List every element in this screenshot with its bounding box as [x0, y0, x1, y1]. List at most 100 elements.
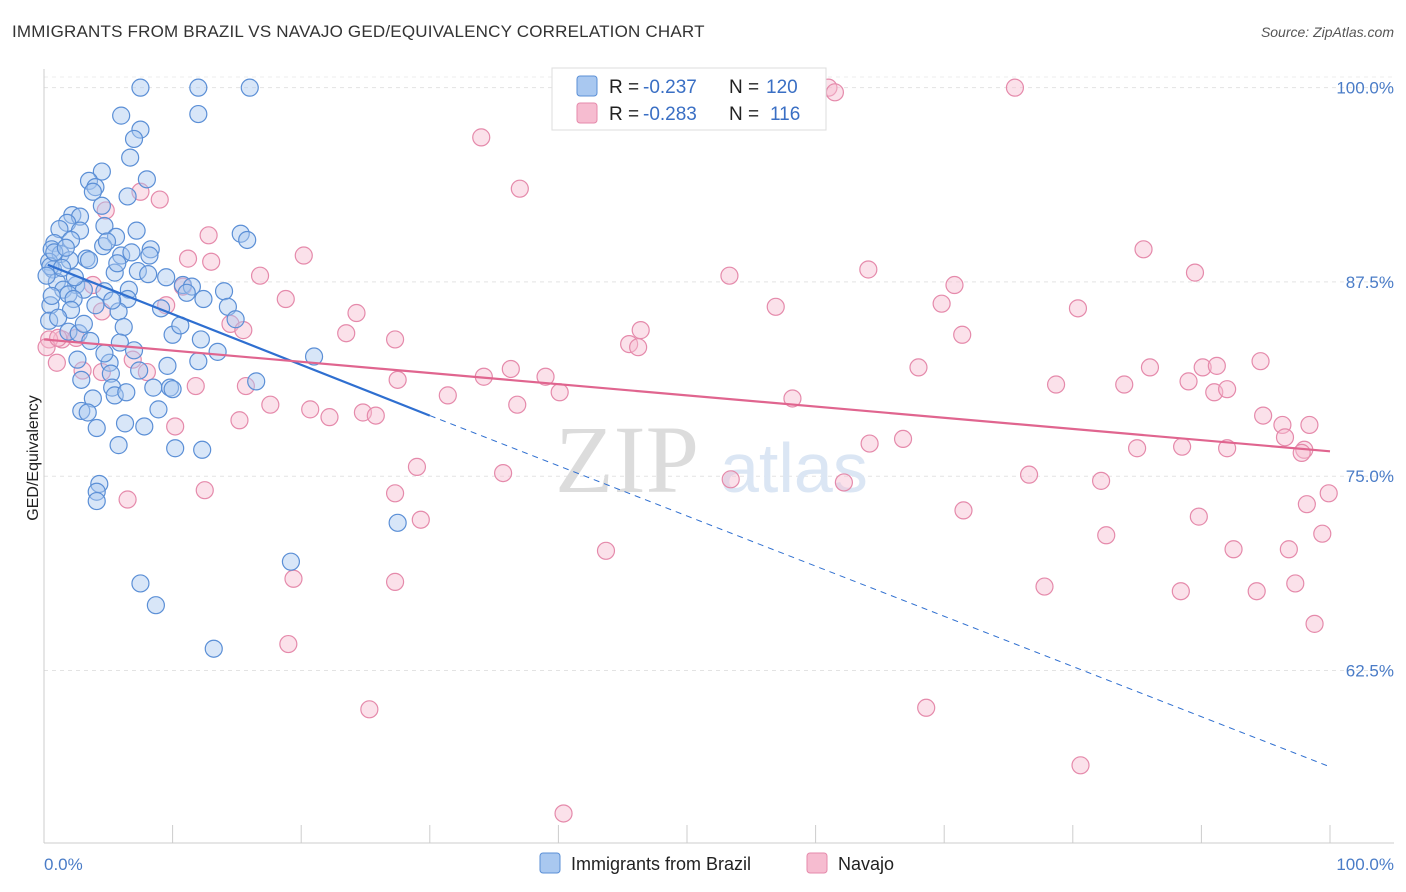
- navajo-point: [1319, 484, 1338, 503]
- navajo-point: [202, 252, 221, 271]
- brazil-point: [238, 230, 257, 250]
- y-tick-label: 87.5%: [1346, 273, 1394, 292]
- navajo-point: [859, 260, 878, 279]
- y-tick-labels: 62.5% 75.0% 87.5% 100.0%: [1336, 79, 1394, 681]
- brazil-point: [135, 417, 154, 436]
- navajo-point: [508, 395, 527, 414]
- navajo-point: [720, 266, 739, 285]
- brazil-point: [140, 246, 159, 265]
- navajo-point: [1019, 465, 1039, 484]
- source-label: Source: ZipAtlas.com: [1260, 24, 1394, 40]
- brazil-point: [114, 317, 133, 337]
- navajo-point: [320, 408, 339, 427]
- brazil-point: [83, 182, 102, 201]
- navajo-point: [909, 358, 928, 377]
- navajo-point: [629, 338, 648, 357]
- navajo-point: [261, 395, 280, 414]
- navajo-point: [834, 473, 853, 492]
- watermark-zip: ZIP: [555, 406, 699, 513]
- navajo-point: [932, 294, 951, 313]
- y-axis-label: GED/Equivalency: [25, 395, 42, 520]
- navajo-point: [893, 429, 913, 449]
- navajo-point: [388, 370, 407, 389]
- navajo-point: [1275, 428, 1295, 447]
- brazil-point: [105, 386, 124, 405]
- legend-r-label-2: R =: [609, 104, 639, 125]
- navajo-point: [1279, 540, 1298, 559]
- brazil-point: [101, 364, 120, 383]
- brazil-point: [128, 261, 147, 281]
- brazil-point: [86, 296, 105, 315]
- navajo-point: [301, 400, 320, 419]
- brazil-point: [83, 389, 102, 408]
- navajo-point: [1224, 540, 1243, 559]
- navajo-point: [118, 490, 137, 509]
- brazil-point: [226, 310, 245, 329]
- brazil-point: [87, 482, 106, 501]
- bottom-legend: Immigrants from Brazil Navajo: [539, 852, 894, 874]
- brazil-point: [119, 280, 138, 299]
- navajo-point: [276, 289, 295, 309]
- brazil-point: [118, 187, 137, 206]
- brazil-point: [281, 552, 301, 571]
- navajo-point: [1254, 406, 1273, 425]
- navajo-point: [510, 179, 529, 198]
- brazil-point: [304, 347, 324, 366]
- brazil-point: [103, 291, 122, 310]
- brazil-point: [92, 196, 111, 215]
- brazil-point: [189, 104, 208, 124]
- brazil-point: [121, 148, 140, 167]
- brazil-point: [127, 221, 146, 240]
- y-tick-label: 75.0%: [1346, 467, 1394, 486]
- navajo-point: [1140, 358, 1160, 377]
- navajo-point: [1247, 582, 1266, 601]
- legend-n-label-1: N =: [729, 77, 759, 98]
- navajo-point: [554, 804, 573, 823]
- brazil-point: [87, 491, 106, 511]
- brazil-point: [37, 266, 56, 285]
- brazil-point: [45, 243, 64, 262]
- navajo-point: [917, 698, 936, 717]
- brazil-point: [78, 403, 97, 422]
- navajo-point: [195, 481, 214, 500]
- navajo-point: [1193, 358, 1212, 377]
- brazil-point: [189, 352, 208, 371]
- navajo-point: [186, 376, 205, 396]
- brazil-point: [122, 243, 141, 262]
- navajo-point: [954, 501, 973, 520]
- bottom-legend-navajo-swatch: [806, 852, 828, 874]
- legend-r-value-2: -0.283: [643, 104, 697, 125]
- brazil-point: [157, 268, 176, 287]
- navajo-point: [721, 470, 740, 489]
- brazil-point: [72, 401, 91, 421]
- legend-brazil-swatch: [576, 75, 598, 97]
- navajo-point: [1173, 437, 1192, 456]
- navajo-point: [1313, 524, 1332, 543]
- brazil-point: [137, 170, 156, 189]
- brazil-point: [163, 325, 182, 344]
- brazil-point: [97, 232, 117, 251]
- brazil-point: [240, 78, 259, 97]
- navajo-point: [411, 510, 430, 529]
- watermark-atlas: atlas: [720, 429, 868, 507]
- navajo-point: [407, 457, 427, 476]
- brazil-point: [194, 289, 213, 309]
- y-tick-label: 62.5%: [1346, 661, 1394, 680]
- navajo-point: [1218, 380, 1237, 399]
- brazil-point: [193, 440, 212, 459]
- brazil-point: [130, 361, 149, 380]
- bottom-legend-brazil-swatch: [539, 852, 561, 874]
- navajo-point: [1071, 756, 1090, 775]
- navajo-point: [1179, 372, 1198, 391]
- brazil-point: [74, 314, 93, 333]
- navajo-point: [1297, 495, 1316, 514]
- brazil-point: [131, 120, 150, 139]
- brazil-point: [124, 341, 144, 360]
- navajo-point: [385, 484, 405, 503]
- navajo-point: [137, 362, 156, 382]
- bottom-legend-brazil-label: Immigrants from Brazil: [571, 854, 751, 874]
- brazil-point: [131, 574, 150, 593]
- legend-n-label-2: N =: [729, 104, 759, 125]
- brazil-point: [139, 265, 158, 284]
